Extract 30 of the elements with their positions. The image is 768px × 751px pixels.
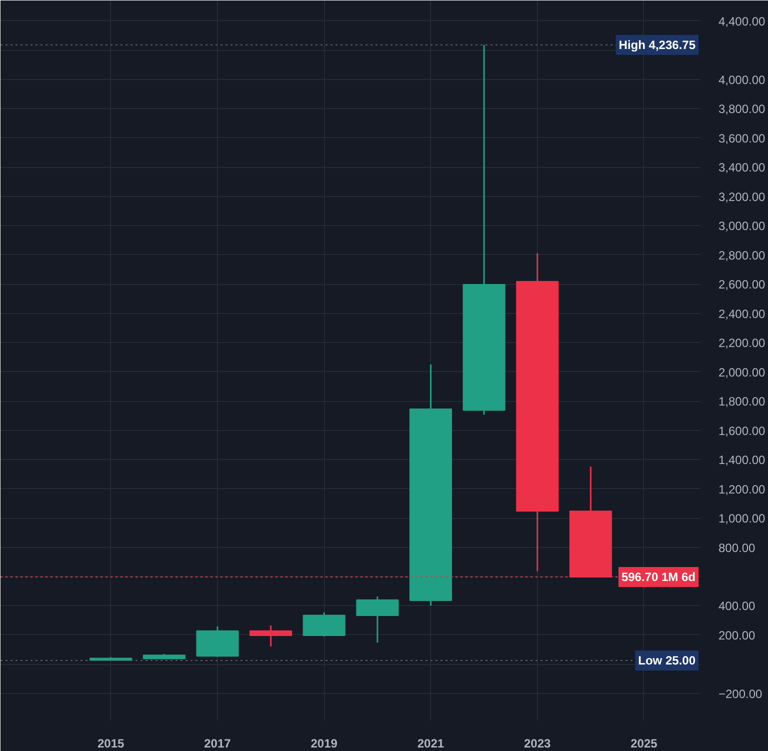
y-tick-label: 1,600.00: [718, 424, 766, 438]
ref-line-label: 596.70 1M 6d: [621, 570, 696, 584]
y-tick-label: 3,800.00: [718, 102, 766, 116]
y-tick-label: 3,400.00: [718, 160, 766, 175]
y-tick-label: 3,200.00: [718, 190, 766, 204]
x-tick-label: 2015: [98, 736, 125, 750]
y-tick-label: 2,800.00: [718, 248, 766, 262]
x-tick-label: 2017: [204, 736, 232, 750]
ref-line-label: High 4,236.75: [618, 38, 696, 52]
y-tick-label: 2,600.00: [718, 278, 766, 292]
x-tick-label: 2019: [310, 736, 338, 750]
y-tick-label: 3,600.00: [718, 131, 766, 146]
x-tick-label: 2021: [417, 736, 444, 750]
y-tick-label: −200.00: [718, 686, 763, 701]
y-tick-label: 1,400.00: [718, 453, 766, 468]
y-tick-label: 400.00: [718, 599, 756, 614]
y-tick-label: 800.00: [718, 540, 756, 555]
y-tick-label: 2,200.00: [718, 336, 766, 350]
y-tick-label: 4,400.00: [718, 14, 766, 28]
y-tick-label: 3,000.00: [718, 219, 766, 234]
y-tick-label: 2,000.00: [718, 365, 766, 380]
x-tick-label: 2025: [630, 736, 658, 750]
x-tick-label: 2023: [524, 736, 552, 750]
y-tick-label: 200.00: [718, 628, 756, 642]
ref-line-label: Low 25.00: [638, 654, 696, 668]
y-tick-label: 1,800.00: [718, 394, 766, 409]
y-tick-label: 2,400.00: [718, 306, 766, 321]
y-tick-label: 4,000.00: [718, 72, 766, 87]
y-tick-label: 1,000.00: [718, 512, 766, 526]
y-tick-label: 1,200.00: [718, 482, 766, 496]
